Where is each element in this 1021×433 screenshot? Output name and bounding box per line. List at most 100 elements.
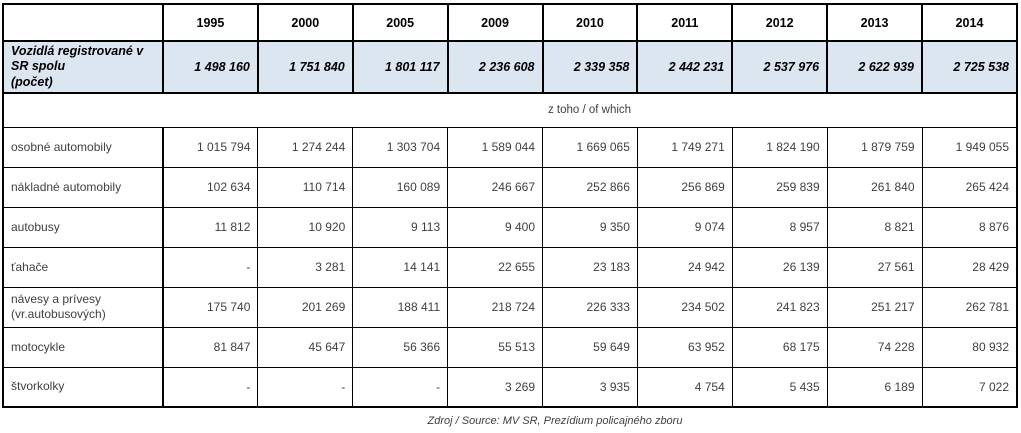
data-cell: 9 400 <box>447 206 543 248</box>
table-row: ťahače -3 281 14 141 22 655 23 183 24 942 26 1… <box>2 246 1018 288</box>
data-cell: 1 015 794 <box>162 126 259 168</box>
source-note: Zdroj / Source: MV SR, Prezídium policaj… <box>427 415 683 427</box>
data-cell: 8 876 <box>921 206 1018 248</box>
data-cell: 10 920 <box>257 206 354 248</box>
data-cell: 24 942 <box>636 246 733 288</box>
row-label: nákladné automobily <box>2 166 164 208</box>
year-header: 2009 <box>446 3 544 42</box>
table-row: návesy a prívesy (vr.autobusových) 175 74… <box>2 286 1018 328</box>
data-cell: 1 589 044 <box>447 126 543 168</box>
total-value-cell: 2 725 538 <box>921 40 1018 94</box>
year-header: 2012 <box>731 3 829 42</box>
data-cell: 1 274 244 <box>257 126 354 168</box>
data-cell: 74 228 <box>826 326 923 368</box>
data-cell: 81 847 <box>162 326 259 368</box>
data-cell: 188 411 <box>352 286 449 328</box>
data-cell: 1 749 271 <box>636 126 733 168</box>
data-cell: 256 869 <box>636 166 733 208</box>
year-header: 2005 <box>351 3 449 42</box>
data-cell: 14 141 <box>352 246 449 288</box>
total-value-cell: 2 622 939 <box>826 40 923 94</box>
vehicle-registration-table: 1995 2000 2005 2009 2010 2011 2012 2013 2014 Voz… <box>2 3 1018 408</box>
data-cell: 110 714 <box>257 166 354 208</box>
data-cell: 80 932 <box>921 326 1018 368</box>
total-value-cell: 2 339 358 <box>541 40 639 94</box>
row-label: štvorkolky <box>2 366 164 408</box>
data-cell: 5 435 <box>731 366 828 408</box>
data-cell: 1 303 704 <box>352 126 449 168</box>
data-cell: 1 824 190 <box>731 126 828 168</box>
data-cell: 68 175 <box>731 326 828 368</box>
year-header: 2010 <box>541 3 639 42</box>
subheader-spacer <box>3 93 163 128</box>
year-header: 2011 <box>636 3 734 42</box>
table-row: autobusy 11 812 10 920 9 113 9 400 9 350 9 074… <box>2 206 1018 248</box>
data-cell: 45 647 <box>257 326 354 368</box>
total-row: Vozidlá registrované v SR spolu (počet) … <box>2 40 1018 94</box>
total-value-cell: 2 442 231 <box>636 40 734 94</box>
data-cell: 22 655 <box>447 246 543 288</box>
total-label-text: Vozidlá registrované v SR spolu <box>11 44 144 74</box>
row-label: osobné automobily <box>2 126 164 168</box>
data-cell: 9 113 <box>352 206 449 248</box>
data-cell: 8 821 <box>826 206 923 248</box>
data-cell: 252 866 <box>542 166 638 208</box>
subheader-label: z toho / of which <box>163 93 1017 128</box>
table-row: nákladné automobily 102 634 110 714 160 089… <box>2 166 1018 208</box>
data-cell: 56 366 <box>352 326 449 368</box>
subheader-row: z toho / of which <box>3 93 1017 128</box>
data-cell: 55 513 <box>447 326 543 368</box>
data-cell: 23 183 <box>542 246 638 288</box>
year-header: 2000 <box>256 3 354 42</box>
table-row: štvorkolky - - -3 269 3 935 4 754 5 435 6 189 7 … <box>2 366 1018 408</box>
total-value-cell: 1 498 160 <box>162 40 259 94</box>
data-cell: 9 350 <box>542 206 638 248</box>
data-cell: 28 429 <box>921 246 1018 288</box>
data-cell: 251 217 <box>826 286 923 328</box>
row-label: motocykle <box>2 326 164 368</box>
data-cell: 1 669 065 <box>542 126 638 168</box>
data-cell: 261 840 <box>826 166 923 208</box>
data-cell: 3 935 <box>542 366 638 408</box>
row-label: návesy a prívesy (vr.autobusových) <box>2 286 164 328</box>
row-label: autobusy <box>2 206 164 248</box>
year-header: 1995 <box>162 3 259 42</box>
table-body: Vozidlá registrované v SR spolu (počet) … <box>2 40 1018 408</box>
data-cell: 3 269 <box>447 366 543 408</box>
total-row-label: Vozidlá registrované v SR spolu (počet) <box>2 40 164 94</box>
data-cell: 7 022 <box>921 366 1018 408</box>
data-cell: 1 949 055 <box>921 126 1018 168</box>
corner-cell <box>2 3 164 42</box>
data-cell: 9 074 <box>636 206 733 248</box>
data-cell: 59 649 <box>542 326 638 368</box>
data-cell: 11 812 <box>162 206 259 248</box>
data-cell: 218 724 <box>447 286 543 328</box>
total-value-cell: 2 236 608 <box>446 40 544 94</box>
row-label: ťahače <box>2 246 164 288</box>
data-cell: 201 269 <box>257 286 354 328</box>
total-value-cell: 2 537 976 <box>731 40 829 94</box>
data-cell: - <box>352 366 449 408</box>
data-cell: - <box>162 366 259 408</box>
data-cell: 63 952 <box>636 326 733 368</box>
total-unit-note: (počet) <box>11 74 53 89</box>
data-cell: 1 879 759 <box>826 126 923 168</box>
data-cell: - <box>162 246 259 288</box>
data-cell: 246 667 <box>447 166 543 208</box>
data-cell: 102 634 <box>162 166 259 208</box>
data-cell: 27 561 <box>826 246 923 288</box>
data-cell: 259 839 <box>731 166 828 208</box>
year-header: 2014 <box>921 3 1018 42</box>
data-cell: - <box>257 366 354 408</box>
data-cell: 3 281 <box>257 246 354 288</box>
data-cell: 265 424 <box>921 166 1018 208</box>
data-cell: 8 957 <box>731 206 828 248</box>
data-cell: 175 740 <box>162 286 259 328</box>
data-cell: 160 089 <box>352 166 449 208</box>
data-cell: 6 189 <box>826 366 923 408</box>
year-header: 2013 <box>826 3 923 42</box>
data-cell: 234 502 <box>636 286 733 328</box>
year-header-row: 1995 2000 2005 2009 2010 2011 2012 2013 2014 <box>2 3 1018 42</box>
data-cell: 26 139 <box>731 246 828 288</box>
